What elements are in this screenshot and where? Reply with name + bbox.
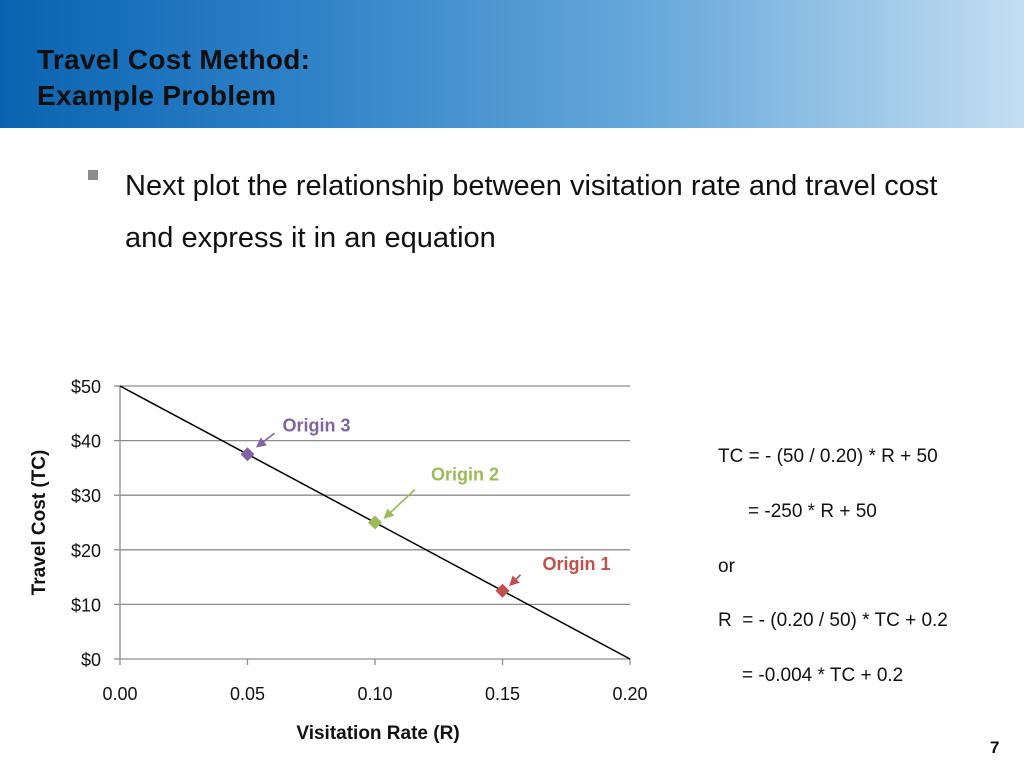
equation-line-1: TC = - (50 / 0.20) * R + 50 [718, 446, 938, 467]
equation-line-5: = -0.004 * TC + 0.2 [742, 665, 904, 686]
x-tick-label: 0.05 [230, 684, 265, 704]
x-tick-label: 0.20 [612, 684, 647, 704]
equation-line-3: or [718, 556, 735, 577]
y-tick-label: $50 [71, 377, 101, 397]
annotation-arrow [255, 432, 275, 448]
y-tick-label: $20 [71, 541, 101, 561]
y-tick-label: $40 [71, 432, 101, 452]
page-number: 7 [990, 738, 1000, 757]
x-tick-label: 0.00 [102, 684, 137, 704]
bullet-text: Next plot the relationship between visit… [125, 170, 938, 254]
x-tick-label: 0.10 [357, 684, 392, 704]
y-tick-label: $0 [81, 650, 101, 670]
data-point-origin-3 [240, 447, 255, 462]
y-tick-label: $30 [71, 486, 101, 506]
annotation-arrow [509, 574, 522, 587]
title-line-2: Example Problem [37, 80, 277, 111]
data-point-origin-1 [495, 583, 510, 598]
x-tick-label: 0.15 [485, 684, 520, 704]
header-band [0, 0, 1024, 128]
annotation-arrow [383, 488, 416, 519]
point-label-origin-2: Origin 2 [431, 465, 499, 485]
y-axis-title: Travel Cost (TC) [29, 450, 50, 596]
square-bullet-icon [88, 170, 98, 180]
equation-line-2: = -250 * R + 50 [748, 501, 877, 522]
data-point-origin-2 [368, 515, 382, 530]
x-axis-title: Visitation Rate (R) [296, 723, 459, 744]
point-label-origin-3: Origin 3 [283, 415, 351, 435]
point-label-origin-1: Origin 1 [543, 554, 611, 574]
equation-line-4: R = - (0.20 / 50) * TC + 0.2 [718, 610, 948, 631]
title-line-1: Travel Cost Method: [37, 44, 311, 75]
slide-title: Travel Cost Method: Example Problem [37, 42, 310, 114]
y-tick-label: $10 [71, 595, 101, 615]
